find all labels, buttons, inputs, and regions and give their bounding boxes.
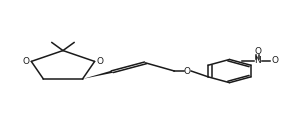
Text: O: O xyxy=(23,57,30,66)
Text: O: O xyxy=(254,47,261,56)
Text: O: O xyxy=(96,57,103,66)
Text: O: O xyxy=(184,67,191,75)
Text: N: N xyxy=(254,56,261,66)
Polygon shape xyxy=(83,71,113,79)
Text: O: O xyxy=(272,56,278,66)
